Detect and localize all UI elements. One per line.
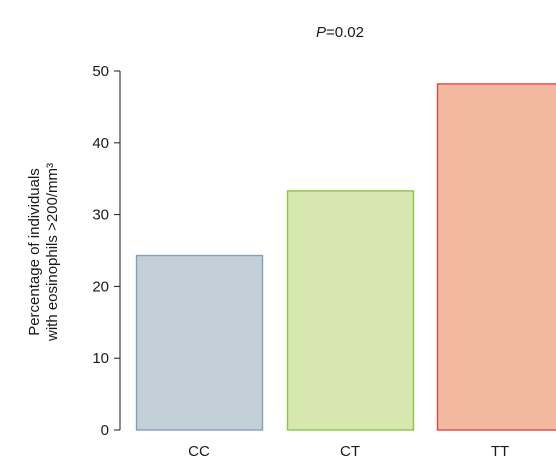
y-tick-label-50: 50 [92, 63, 109, 80]
p-value-prefix: P [316, 24, 326, 41]
bar-cc [135, 254, 264, 431]
y-tick-label-40: 40 [92, 135, 109, 152]
y-tick-label-20: 20 [92, 278, 109, 295]
y-tick-label-10: 10 [92, 350, 109, 367]
x-category-label-tt: TT [491, 443, 509, 460]
bar-ct [286, 190, 415, 431]
y-axis-title-line-1: Percentage of individuals [26, 168, 43, 336]
p-value-suffix: =0.02 [326, 24, 364, 41]
bars [135, 83, 556, 431]
x-category-label-ct: CT [340, 443, 360, 460]
bar-tt [436, 83, 556, 431]
y-axis-ticks: 0 10 20 30 40 50 [92, 63, 120, 439]
y-axis-title: Percentage of individuals with eosinophi… [26, 163, 61, 342]
y-tick-label-0: 0 [101, 422, 109, 439]
y-axis-title-line-2: with eosinophils >200/mm³ [44, 163, 61, 342]
y-tick-label-30: 30 [92, 207, 109, 224]
x-axis-category-labels: CC CT TT [188, 443, 509, 460]
x-category-label-cc: CC [188, 443, 210, 460]
p-value-annotation: P=0.02 [316, 24, 364, 41]
